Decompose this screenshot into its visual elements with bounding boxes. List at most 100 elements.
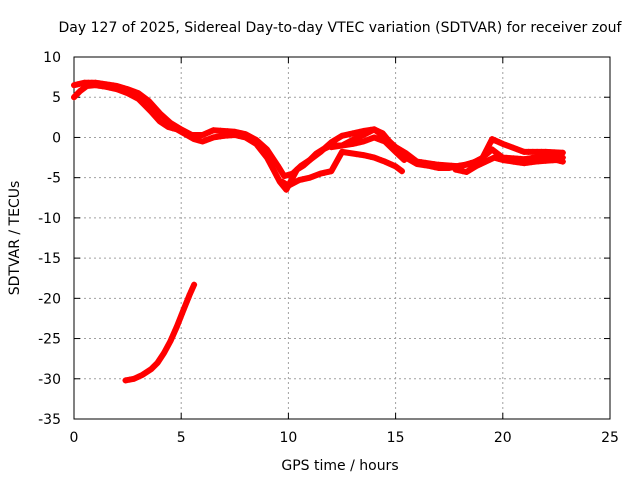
- data-point: [489, 136, 496, 143]
- data-point: [172, 327, 179, 334]
- data-point: [321, 169, 328, 176]
- data-point: [128, 87, 135, 94]
- data-point: [485, 143, 492, 150]
- data-point: [80, 85, 87, 92]
- data-point: [141, 102, 148, 109]
- data-point: [167, 119, 174, 126]
- data-point: [303, 175, 310, 182]
- data-point: [460, 162, 467, 169]
- data-point: [356, 128, 363, 135]
- data-point: [181, 128, 188, 135]
- data-point: [180, 307, 187, 314]
- data-point: [151, 362, 158, 369]
- data-point: [110, 82, 117, 89]
- data-point: [210, 134, 217, 141]
- data-point: [126, 376, 133, 383]
- data-point: [213, 133, 220, 140]
- data-point: [186, 291, 193, 298]
- data-point: [231, 128, 238, 135]
- data-point: [466, 166, 473, 173]
- data-point: [364, 152, 371, 159]
- data-point: [495, 155, 502, 162]
- data-point: [328, 144, 335, 151]
- data-point: [353, 140, 360, 147]
- data-point: [349, 150, 356, 157]
- data-point: [169, 334, 176, 341]
- data-point: [399, 168, 406, 175]
- data-point: [246, 133, 253, 140]
- data-point: [306, 174, 313, 181]
- series-secondary-upper: [328, 134, 408, 163]
- data-point: [360, 152, 367, 159]
- data-point: [333, 158, 340, 165]
- data-point: [258, 147, 265, 154]
- data-point: [463, 169, 470, 176]
- data-point: [96, 80, 103, 87]
- data-point: [165, 341, 172, 348]
- data-point: [278, 169, 285, 176]
- data-point: [556, 157, 563, 164]
- y-axis-label: SDTVAR / TECUs: [7, 181, 23, 296]
- data-point: [203, 130, 210, 137]
- data-point: [482, 158, 489, 165]
- data-point: [353, 151, 360, 158]
- series-band: [122, 281, 198, 384]
- data-point: [384, 141, 391, 148]
- data-point: [559, 149, 566, 156]
- x-tick-label: 10: [279, 430, 297, 446]
- data-points: [71, 79, 566, 384]
- data-point: [339, 132, 345, 139]
- data-point: [278, 178, 285, 185]
- y-tick-label: -5: [47, 171, 61, 187]
- data-point: [414, 158, 421, 165]
- data-point: [486, 156, 493, 163]
- data-point: [171, 122, 178, 129]
- data-point: [144, 105, 151, 112]
- data-point: [178, 126, 185, 133]
- data-point: [242, 131, 249, 138]
- series-isolated-curve: [122, 281, 198, 384]
- data-point: [268, 162, 275, 169]
- data-point: [374, 155, 381, 162]
- data-point: [346, 141, 353, 148]
- x-tick-label: 0: [70, 430, 79, 446]
- data-point: [364, 137, 371, 144]
- data-point: [470, 164, 477, 171]
- data-point: [474, 162, 481, 169]
- data-point: [367, 126, 374, 133]
- data-point: [381, 138, 388, 145]
- data-point: [339, 142, 345, 149]
- data-point: [483, 146, 490, 153]
- data-point: [330, 165, 337, 172]
- axis-ticks: 0 5 10 15 20 25 -35 -30 -25 -20 -15 -10 -5 0 5 10: [38, 50, 619, 446]
- data-point: [217, 133, 224, 140]
- data-point: [203, 137, 210, 144]
- data-point: [517, 147, 524, 154]
- data-point: [266, 158, 273, 165]
- x-tick-label: 5: [177, 430, 186, 446]
- data-point: [142, 95, 149, 102]
- data-point: [487, 139, 494, 146]
- data-point: [401, 156, 408, 163]
- data-point: [154, 107, 161, 114]
- data-point: [289, 170, 296, 177]
- data-point: [270, 166, 277, 173]
- data-point: [199, 138, 206, 145]
- data-point: [335, 134, 342, 141]
- data-point: [71, 94, 77, 101]
- data-point: [185, 130, 192, 137]
- data-point: [335, 155, 342, 162]
- y-tick-label: -35: [38, 412, 61, 428]
- data-point: [282, 180, 289, 187]
- data-point: [148, 108, 155, 115]
- data-point: [342, 132, 349, 139]
- x-tick-label: 20: [494, 430, 512, 446]
- data-point: [349, 140, 356, 147]
- data-point: [360, 128, 367, 135]
- data-point: [151, 104, 158, 111]
- data-point: [174, 124, 181, 131]
- data-point: [295, 165, 302, 172]
- data-point: [399, 148, 406, 155]
- data-point: [124, 86, 131, 93]
